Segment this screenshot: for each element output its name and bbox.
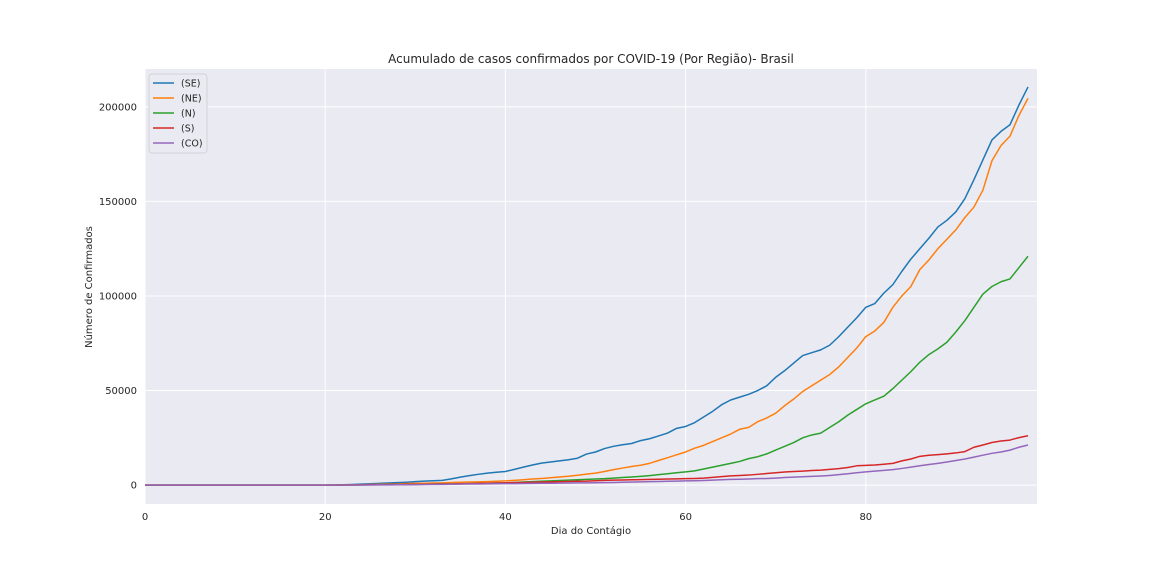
legend-label-se: (SE): [181, 79, 200, 90]
plot-area: [145, 69, 1037, 504]
y-tick-labels: 0 50000 100000 150000 200000: [99, 102, 137, 491]
x-tick-labels: 0 20 40 60 80: [142, 512, 872, 523]
x-tick-label: 0: [142, 512, 148, 523]
x-tick-label: 60: [679, 512, 692, 523]
legend-label-s: (S): [181, 124, 194, 135]
legend-label-co: (CO): [181, 139, 203, 150]
y-axis-label: Número de Confirmados: [83, 226, 95, 348]
legend-label-ne: (NE): [181, 94, 202, 105]
series-lines: [145, 86, 1029, 486]
x-tick-label: 80: [859, 512, 872, 523]
chart-title: Acumulado de casos confirmados por COVID…: [388, 52, 794, 66]
x-tick-label: 40: [499, 512, 512, 523]
y-tick-label: 150000: [99, 197, 137, 208]
x-tick-label: 20: [319, 512, 332, 523]
y-tick-label: 0: [131, 481, 137, 492]
legend-box: [148, 73, 208, 154]
y-tick-label: 100000: [99, 291, 137, 302]
series-line-co: [145, 444, 1029, 486]
legend: (SE) (NE) (N) (S) (CO): [148, 73, 208, 154]
y-tick-label: 50000: [105, 386, 137, 397]
x-axis-label: Dia do Contágio: [551, 525, 631, 537]
y-tick-label: 200000: [99, 102, 137, 113]
legend-label-n: (N): [181, 109, 196, 120]
